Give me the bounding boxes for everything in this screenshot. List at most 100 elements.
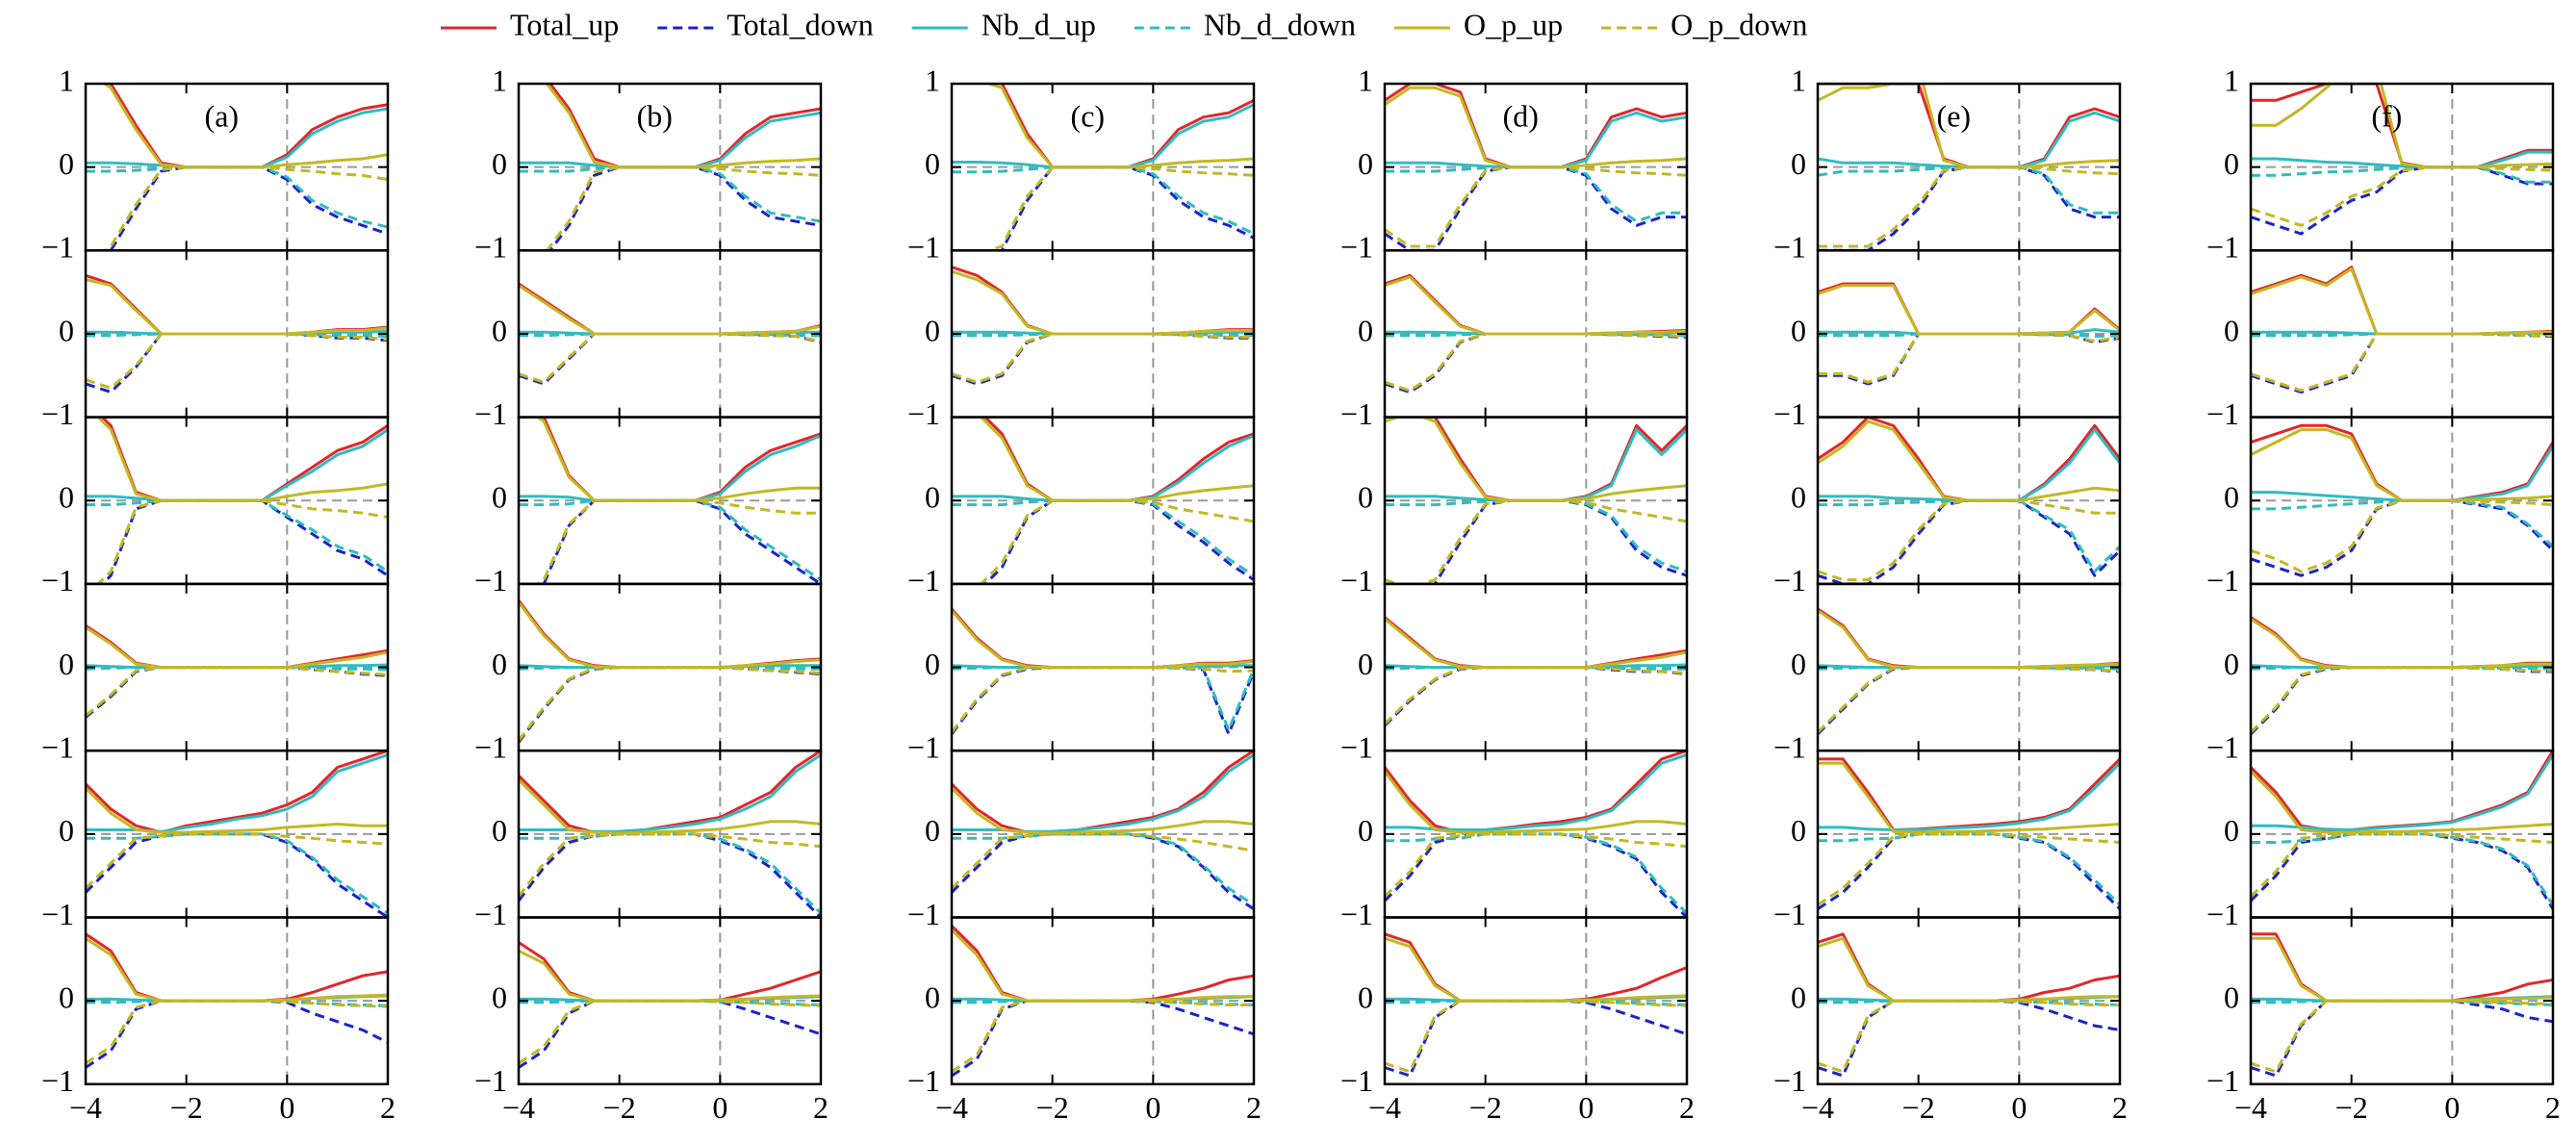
plot-area — [1385, 750, 1687, 918]
legend-label: Nb_d_down — [1204, 7, 1356, 41]
y-tick-label: −1 — [1773, 1063, 1806, 1098]
dos-line — [2251, 753, 2553, 831]
dos-line — [86, 625, 388, 670]
dos-line — [1385, 932, 1687, 1003]
plot-area — [2251, 84, 2553, 236]
y-tick-label: −1 — [1773, 396, 1806, 431]
y-tick-label: 0 — [2224, 647, 2239, 681]
dos-line — [95, 498, 388, 584]
plot-area — [952, 750, 1254, 911]
y-tick-label: −1 — [1773, 230, 1806, 265]
y-tick-label: −1 — [907, 730, 940, 765]
legend-label: Nb_d_up — [982, 7, 1096, 41]
y-tick-label: 0 — [492, 146, 507, 181]
plot-area — [952, 417, 1254, 584]
dos-line — [2251, 423, 2553, 502]
y-tick-label: −1 — [1340, 230, 1373, 265]
dos-line — [1385, 332, 1687, 338]
dos-line — [1385, 498, 1687, 573]
y-tick-label: −1 — [1773, 730, 1806, 765]
dos-line — [952, 607, 1254, 670]
y-tick-label: 0 — [1791, 979, 1806, 1014]
dos-line — [2251, 266, 2553, 336]
dos-line — [1385, 666, 1687, 727]
plot-area — [519, 599, 821, 744]
dos-line — [1385, 666, 1687, 671]
dos-line — [1818, 417, 2120, 502]
dos-line — [1385, 332, 1687, 393]
dos-line — [1385, 999, 1687, 1074]
dos-line — [1818, 332, 2120, 338]
dos-line — [1385, 498, 1687, 584]
plot-area — [519, 750, 821, 918]
x-tick-label: −4 — [2234, 1090, 2267, 1125]
dos-line — [1385, 832, 1687, 898]
plot-area — [2251, 423, 2553, 577]
dos-line — [86, 666, 388, 717]
dos-line — [984, 84, 1254, 169]
y-tick-label: 0 — [925, 480, 940, 515]
y-tick-label: −1 — [41, 897, 74, 931]
y-tick-label: −1 — [474, 730, 507, 765]
dos-line — [519, 601, 821, 670]
y-tick-label: −1 — [1773, 897, 1806, 931]
dos-line — [86, 332, 388, 338]
dos-line — [952, 332, 1254, 338]
dos-line — [519, 666, 821, 742]
x-tick-label: 2 — [2112, 1090, 2128, 1125]
dos-line — [2251, 666, 2553, 735]
x-tick-label: 0 — [2011, 1090, 2027, 1125]
plot-area — [2251, 616, 2553, 735]
y-tick-label: −1 — [2206, 730, 2239, 765]
dos-line — [1818, 832, 2120, 906]
plot-area — [952, 925, 1254, 1078]
x-tick-label: −2 — [1902, 1090, 1935, 1125]
dos-line — [86, 999, 388, 1069]
dos-line — [1818, 832, 2120, 906]
dos-line — [1385, 750, 1687, 834]
y-tick-label: −1 — [1773, 563, 1806, 597]
dos-line — [982, 417, 1254, 502]
legend-label: O_p_down — [1671, 7, 1807, 41]
dos-line — [1385, 666, 1687, 725]
dos-line — [1818, 165, 2120, 248]
y-tick-label: 1 — [2224, 63, 2239, 97]
y-tick-label: 0 — [59, 647, 74, 681]
legend-label: Total_up — [510, 7, 619, 41]
dos-line — [86, 999, 388, 1065]
dos-line — [86, 666, 388, 672]
dos-line — [86, 936, 388, 1003]
dos-line — [519, 284, 821, 336]
y-tick-label: −1 — [907, 396, 940, 431]
dos-line — [519, 498, 821, 581]
dos-line — [1385, 618, 1687, 670]
plot-area — [86, 273, 388, 394]
dos-line — [1818, 332, 2120, 386]
plot-area — [2251, 266, 2553, 394]
y-tick-label: 1 — [925, 63, 940, 97]
y-tick-label: 0 — [1358, 313, 1373, 347]
dos-line — [1818, 932, 2120, 1003]
y-tick-label: −1 — [2206, 230, 2239, 265]
dos-line — [952, 666, 1254, 731]
panel-label: (f) — [2371, 98, 2402, 133]
y-tick-label: −1 — [1340, 396, 1373, 431]
plot-area — [519, 84, 821, 251]
dos-line — [1818, 165, 2120, 251]
dos-line — [952, 928, 1254, 1003]
y-tick-label: 0 — [59, 480, 74, 515]
y-tick-label: −1 — [474, 230, 507, 265]
x-tick-label: −4 — [69, 1090, 102, 1125]
y-tick-label: −1 — [907, 230, 940, 265]
dos-line — [519, 999, 821, 1069]
dos-line — [1385, 936, 1687, 1003]
y-tick-label: 0 — [492, 813, 507, 848]
dos-line — [545, 165, 821, 251]
y-tick-label: 0 — [1791, 647, 1806, 681]
dos-line — [952, 999, 1254, 1074]
dos-line — [952, 332, 1254, 384]
dos-line — [519, 165, 821, 223]
dos-line — [2251, 428, 2553, 502]
y-tick-label: −1 — [41, 730, 74, 765]
dos-line — [1385, 86, 1687, 169]
